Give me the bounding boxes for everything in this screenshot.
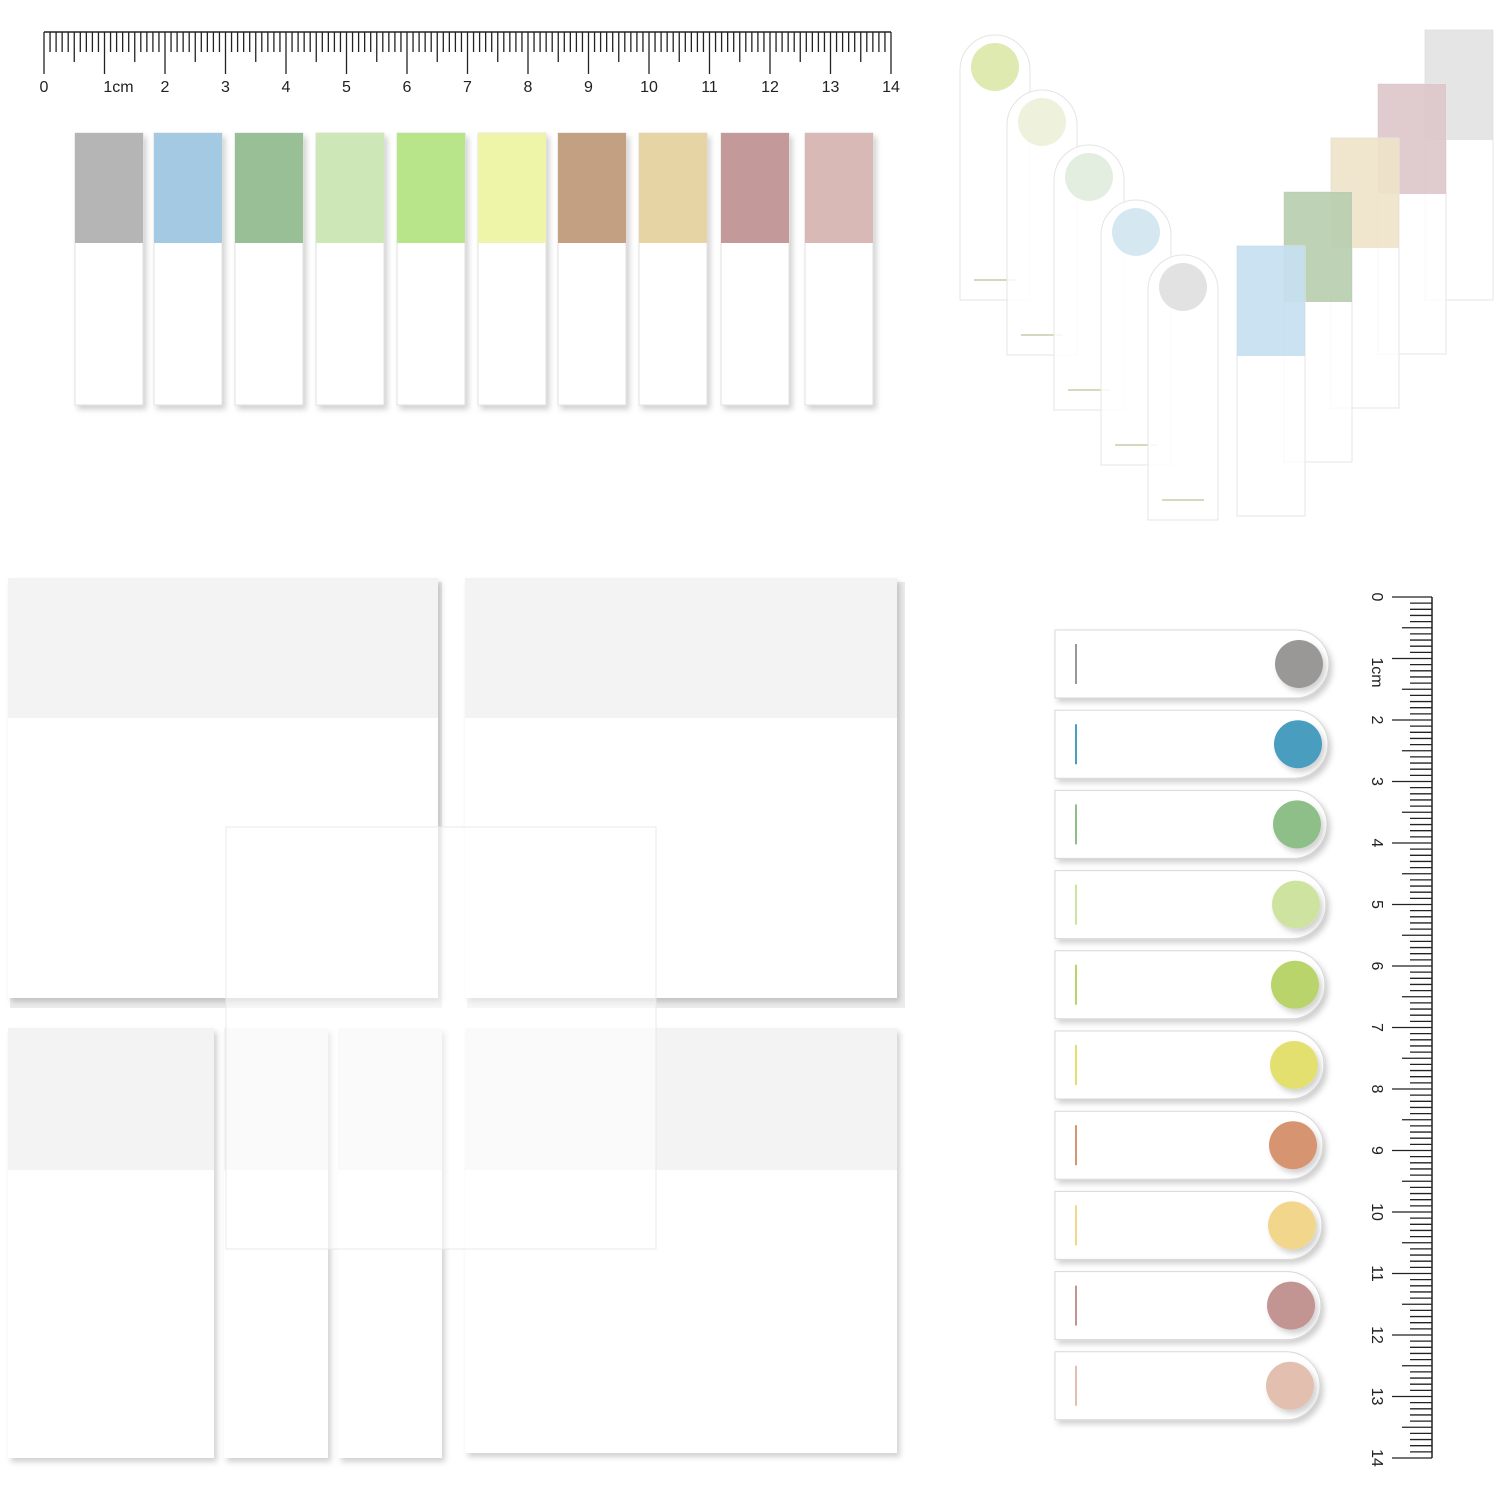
round-tab: [1054, 950, 1326, 1020]
ruler-label: 8: [524, 79, 533, 96]
ruler-label: 2: [161, 79, 170, 96]
tab-dot: [1269, 1121, 1317, 1170]
ruler-label: 8: [1368, 1085, 1385, 1094]
round-tab: [1054, 870, 1327, 940]
strip-color: [397, 133, 465, 243]
ruler-label: 13: [1368, 1388, 1385, 1406]
ruler-label: 3: [221, 79, 230, 96]
tab-dot: [1275, 640, 1323, 688]
tab-dot: [1268, 1201, 1316, 1250]
round-tab: [1054, 1271, 1322, 1341]
ruler-label: 6: [1368, 962, 1385, 971]
strip-color: [154, 133, 222, 243]
color-strips: [74, 132, 874, 406]
ruler-label: 11: [1368, 1265, 1385, 1282]
fanned-tabs: [959, 29, 1494, 521]
tab-dot: [971, 43, 1019, 91]
strip-color: [639, 133, 707, 243]
ruler-label: 7: [463, 79, 472, 96]
ruler-label: 14: [1368, 1449, 1385, 1467]
tab-dot: [1272, 880, 1320, 929]
ruler-label: 1cm: [1368, 657, 1385, 687]
tab-dot: [1266, 1361, 1314, 1410]
strip-color: [75, 133, 143, 243]
ruler: 0 1cm 2 3 4 5 6 7 8 9 10 11 12 13 14: [40, 31, 900, 96]
tab-dot: [1267, 1281, 1315, 1330]
sticky-pads: [8, 578, 905, 1458]
ruler-label: 12: [1368, 1326, 1385, 1344]
tab-dot: [1018, 98, 1066, 146]
strip-color: [805, 133, 873, 243]
pad-band: [465, 578, 897, 718]
tab-dot: [1273, 800, 1321, 849]
ruler-label: 9: [1368, 1146, 1385, 1155]
strip-color: [316, 133, 384, 243]
ruler-label: 11: [701, 79, 718, 96]
ruler-label: 1cm: [103, 79, 133, 96]
ruler-label: 5: [342, 79, 351, 96]
strip-color: [478, 133, 546, 243]
ruler-label: 6: [403, 79, 412, 96]
ruler-label: 3: [1368, 777, 1385, 786]
ruler-label: 5: [1368, 900, 1385, 909]
tab-dot: [1112, 208, 1160, 256]
ruler-label: 0: [40, 79, 49, 96]
ruler-label: 9: [584, 79, 593, 96]
ruler: 0 1cm 2 3 4 5 6 7 8 9 10 11 12 13 14: [1368, 593, 1433, 1467]
tab-dot: [1271, 960, 1319, 1009]
ruler-label: 13: [822, 79, 840, 96]
strip-color: [558, 133, 626, 243]
strip-color: [235, 133, 303, 243]
ruler-label: 4: [282, 79, 291, 96]
square-tab-color: [1237, 246, 1305, 356]
round-tab: [1054, 709, 1329, 779]
pad-band: [8, 578, 438, 718]
round-tab: [1054, 1351, 1321, 1421]
ruler-label: 10: [640, 79, 658, 96]
round-tab: [1054, 1030, 1325, 1100]
ruler-label: 7: [1368, 1023, 1385, 1032]
ruler-label: 2: [1368, 716, 1385, 725]
ruler-label: 10: [1368, 1203, 1385, 1221]
strip-color: [721, 133, 789, 243]
round-tabs: [1054, 629, 1330, 1421]
tab-dot: [1065, 153, 1113, 201]
tab-dot: [1274, 720, 1322, 769]
tab-dot: [1159, 263, 1207, 311]
tab-dot: [1270, 1041, 1318, 1089]
ruler-label: 4: [1368, 839, 1385, 848]
round-tab: [1147, 254, 1219, 521]
round-tab: [1054, 1110, 1324, 1180]
round-tab: [1054, 1190, 1323, 1260]
ruler-label: 12: [761, 79, 779, 96]
round-tab: [1054, 629, 1330, 699]
ruler-label: 14: [882, 79, 900, 96]
ruler-label: 0: [1368, 593, 1385, 602]
pad-band: [8, 1028, 214, 1170]
transparent-sheet: [225, 826, 657, 1250]
round-tab: [1054, 789, 1328, 859]
